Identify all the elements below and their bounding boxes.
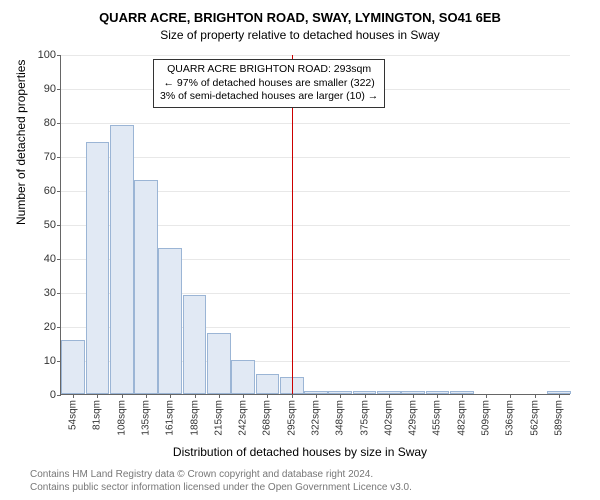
xtick-label: 161sqm xyxy=(165,400,176,436)
gridline xyxy=(61,157,570,158)
ytick-mark xyxy=(57,327,61,328)
xtick-mark xyxy=(413,394,414,398)
xtick-label: 348sqm xyxy=(335,400,346,436)
xtick-mark xyxy=(243,394,244,398)
footer: Contains HM Land Registry data © Crown c… xyxy=(30,468,412,494)
xtick-label: 242sqm xyxy=(238,400,249,436)
annotation-box: QUARR ACRE BRIGHTON ROAD: 293sqm ← 97% o… xyxy=(153,59,385,108)
footer-line2: Contains public sector information licen… xyxy=(30,481,412,494)
xtick-label: 455sqm xyxy=(432,400,443,436)
xtick-label: 322sqm xyxy=(311,400,322,436)
xtick-label: 562sqm xyxy=(529,400,540,436)
xtick-mark xyxy=(510,394,511,398)
xtick-label: 536sqm xyxy=(505,400,516,436)
xtick-mark xyxy=(170,394,171,398)
histogram-bar xyxy=(183,295,207,394)
y-axis-label: Number of detached properties xyxy=(14,60,28,225)
xtick-label: 54sqm xyxy=(68,400,79,430)
xtick-mark xyxy=(340,394,341,398)
xtick-mark xyxy=(389,394,390,398)
xtick-label: 215sqm xyxy=(213,400,224,436)
xtick-label: 188sqm xyxy=(189,400,200,436)
ytick-mark xyxy=(57,225,61,226)
xtick-label: 108sqm xyxy=(116,400,127,436)
xtick-mark xyxy=(437,394,438,398)
xtick-label: 295sqm xyxy=(286,400,297,436)
xtick-label: 509sqm xyxy=(481,400,492,436)
ytick-label: 30 xyxy=(44,287,56,299)
ytick-mark xyxy=(57,259,61,260)
ytick-label: 40 xyxy=(44,253,56,265)
xtick-mark xyxy=(219,394,220,398)
ytick-mark xyxy=(57,191,61,192)
xtick-mark xyxy=(316,394,317,398)
ytick-label: 20 xyxy=(44,321,56,333)
ytick-label: 0 xyxy=(50,389,56,401)
histogram-bar xyxy=(134,180,158,394)
title-sub: Size of property relative to detached ho… xyxy=(0,25,600,42)
xtick-mark xyxy=(292,394,293,398)
x-axis-label: Distribution of detached houses by size … xyxy=(0,445,600,459)
ytick-label: 10 xyxy=(44,355,56,367)
xtick-mark xyxy=(195,394,196,398)
xtick-label: 402sqm xyxy=(383,400,394,436)
xtick-label: 429sqm xyxy=(408,400,419,436)
footer-line1: Contains HM Land Registry data © Crown c… xyxy=(30,468,412,481)
xtick-label: 375sqm xyxy=(359,400,370,436)
ytick-label: 60 xyxy=(44,185,56,197)
ytick-mark xyxy=(57,123,61,124)
xtick-mark xyxy=(97,394,98,398)
gridline xyxy=(61,123,570,124)
xtick-mark xyxy=(267,394,268,398)
xtick-mark xyxy=(122,394,123,398)
xtick-mark xyxy=(486,394,487,398)
ytick-label: 70 xyxy=(44,151,56,163)
annotation-line1: QUARR ACRE BRIGHTON ROAD: 293sqm xyxy=(160,63,378,77)
xtick-mark xyxy=(146,394,147,398)
histogram-bar xyxy=(86,142,110,394)
ytick-label: 100 xyxy=(38,49,56,61)
histogram-bar xyxy=(231,360,255,394)
ytick-label: 50 xyxy=(44,219,56,231)
xtick-mark xyxy=(559,394,560,398)
histogram-bar xyxy=(256,374,280,394)
chart-area: 010203040506070809010054sqm81sqm108sqm13… xyxy=(60,55,570,395)
xtick-mark xyxy=(73,394,74,398)
xtick-mark xyxy=(462,394,463,398)
ytick-mark xyxy=(57,293,61,294)
xtick-label: 81sqm xyxy=(92,400,103,430)
xtick-label: 589sqm xyxy=(553,400,564,436)
xtick-label: 268sqm xyxy=(262,400,273,436)
histogram-bar xyxy=(207,333,231,394)
gridline xyxy=(61,55,570,56)
annotation-line2: ← 97% of detached houses are smaller (32… xyxy=(160,77,378,91)
histogram-bar xyxy=(61,340,85,394)
ytick-mark xyxy=(57,55,61,56)
ytick-label: 90 xyxy=(44,83,56,95)
annotation-line3: 3% of semi-detached houses are larger (1… xyxy=(160,90,378,104)
title-main: QUARR ACRE, BRIGHTON ROAD, SWAY, LYMINGT… xyxy=(0,0,600,25)
histogram-bar xyxy=(110,125,134,394)
ytick-mark xyxy=(57,89,61,90)
ytick-label: 80 xyxy=(44,117,56,129)
ytick-mark xyxy=(57,157,61,158)
xtick-label: 482sqm xyxy=(456,400,467,436)
ytick-mark xyxy=(57,395,61,396)
xtick-mark xyxy=(365,394,366,398)
histogram-bar xyxy=(158,248,182,394)
xtick-mark xyxy=(535,394,536,398)
xtick-label: 135sqm xyxy=(141,400,152,436)
